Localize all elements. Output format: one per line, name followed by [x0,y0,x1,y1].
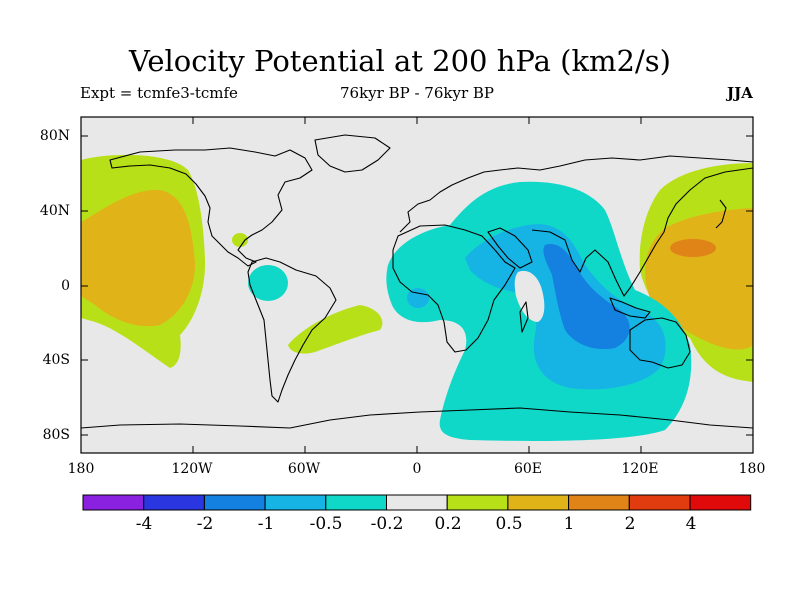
colorbar-swatch [325,494,387,511]
lat-label-40s: 40S [42,352,70,368]
lon-label-120w: 120W [171,461,213,477]
colorbar-swatch [203,494,266,511]
colorbar-swatch [143,494,205,511]
colorbar-label-10: 4 [685,514,697,534]
colorbar-label-1: -4 [135,514,153,534]
colorbar-swatch [568,494,630,511]
experiment-label: Expt = tcmfe3-tcmfe [80,84,238,102]
colorbar-label-7: 0.5 [495,514,523,534]
colorbar-swatch [628,494,691,511]
madagascar-outline [519,301,529,333]
lon-label-60w: 60W [287,461,321,477]
africa-west-negative [407,288,429,308]
colorbar-label-5: -0.2 [370,514,404,534]
south-america-outline [247,257,337,403]
season-label: JJA [727,84,753,102]
australia-outline [629,317,691,369]
europe-outline [399,155,753,233]
lon-label-180e: 180 [738,461,766,477]
south-atlantic-positive [288,305,383,354]
indonesia-outline [609,297,651,319]
japan-outline [715,199,727,229]
colorbar-label-4: -0.5 [309,514,343,534]
axis-ticks [81,117,753,453]
central-america-positive [232,233,248,247]
lat-label-0: 0 [61,278,70,294]
colorbar-label-8: 1 [563,514,575,534]
colorbar-swatch [264,494,327,511]
colorbar-swatch [446,494,509,511]
africa-outline [392,224,516,353]
colorbar-swatch [507,494,570,511]
colorbar-label-9: 2 [624,514,636,534]
colorbar-label-2: -2 [196,514,214,534]
contour-fills [81,154,753,441]
greenland-outline [314,134,391,173]
lon-label-0: 0 [412,461,422,477]
south-america-negative [248,265,288,301]
colorbar-label-6: 0.2 [434,514,462,534]
arabia-outline [487,227,533,269]
lat-label-80n: 80N [39,128,70,144]
lon-label-180w: 180 [67,461,95,477]
colorbar-swatch [82,494,145,511]
period-label: 76kyr BP - 76kyr BP [340,84,495,102]
north-america-outline [109,147,313,267]
lat-label-80s: 80S [42,427,70,443]
antarctica-outline [81,407,753,429]
indian-ocean-negative-core [543,244,630,350]
colorbar [82,494,752,511]
map-title: Velocity Potential at 200 hPa (km2/s) [129,44,671,78]
south-asia-outline [531,167,753,297]
lat-label-40n: 40N [39,203,70,219]
colorbar-label-3: -1 [257,514,275,534]
coastlines [81,134,753,429]
lon-label-120e: 120E [621,461,659,477]
pacific-east-positive-core [81,189,196,327]
lon-label-60e: 60E [513,461,543,477]
pacific-west-positive-max [670,239,716,257]
colorbar-swatch [386,494,448,511]
colorbar-swatch [689,494,752,511]
